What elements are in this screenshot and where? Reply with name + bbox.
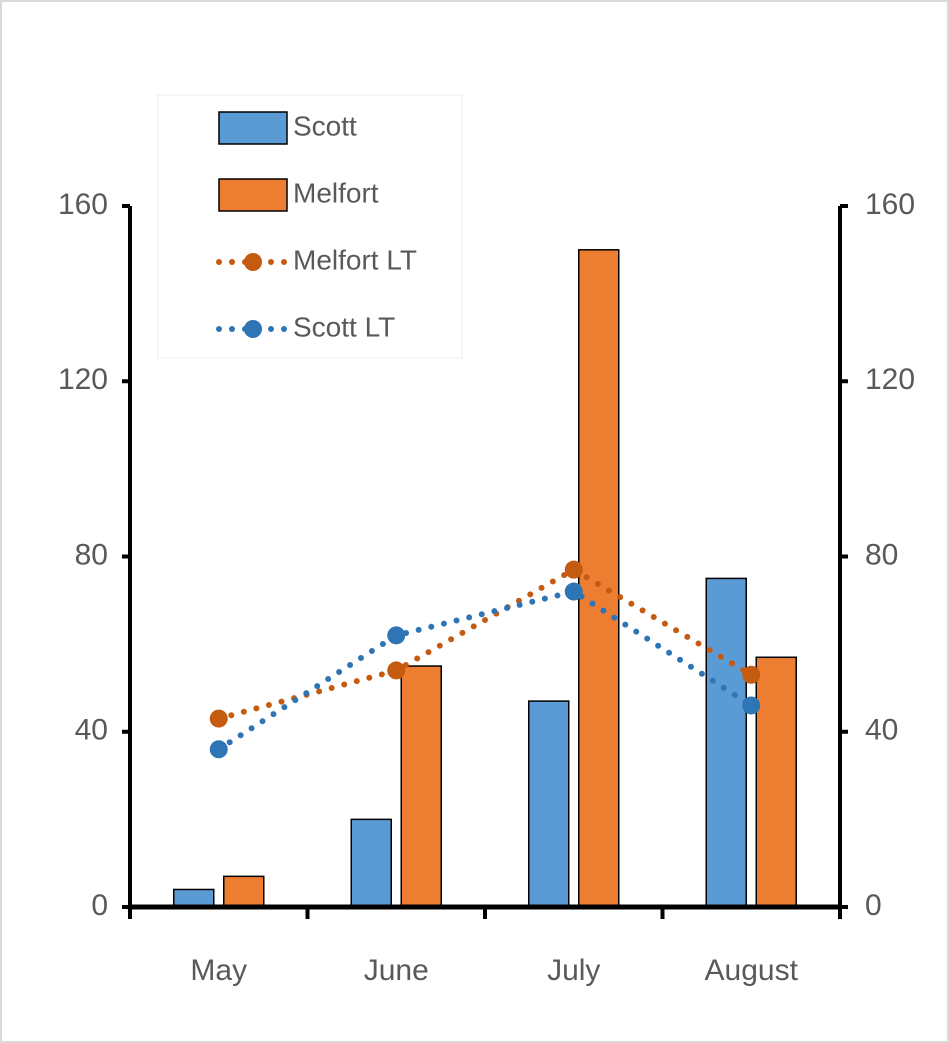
legend-label: Scott [293,110,357,141]
x-tick-label: May [190,954,247,987]
line-marker [387,661,406,680]
y2-tick-label: 40 [865,714,898,747]
line-marker [742,665,761,684]
x-tick-label: July [547,954,600,987]
legend-marker [244,320,262,338]
bar [755,656,797,908]
y2-tick-label: 0 [865,889,882,922]
legend: Scott Melfort Melfort LT Scott LT [216,110,417,342]
line-marker [209,709,228,728]
bar [528,700,570,908]
legend-swatch [218,111,288,145]
legend-label: Melfort [293,177,379,208]
y-tick-label: 160 [58,188,108,221]
legend-box [157,94,463,359]
line-marker [387,626,406,645]
legend-label: Scott LT [293,311,395,342]
x-tick-label: August [705,954,799,987]
legend-marker [244,253,262,271]
bar [705,577,747,908]
bar [400,665,442,908]
x-tick-label: June [364,954,429,987]
line-marker [564,560,583,579]
line-marker [564,582,583,601]
legend-label: Melfort LT [293,244,417,275]
y-tick-label: 120 [58,363,108,396]
y2-tick-label: 120 [865,363,915,396]
y-tick-label: 0 [91,889,108,922]
y-tick-label: 40 [75,714,108,747]
bar [173,888,215,908]
bar [223,875,265,908]
line-marker [742,696,761,715]
line-marker [209,740,228,759]
legend-swatch [218,178,288,212]
y-tick-label: 80 [75,538,108,571]
y2-tick-label: 160 [865,188,915,221]
line [215,588,755,753]
bar [350,818,392,908]
y2-tick-label: 80 [865,538,898,571]
